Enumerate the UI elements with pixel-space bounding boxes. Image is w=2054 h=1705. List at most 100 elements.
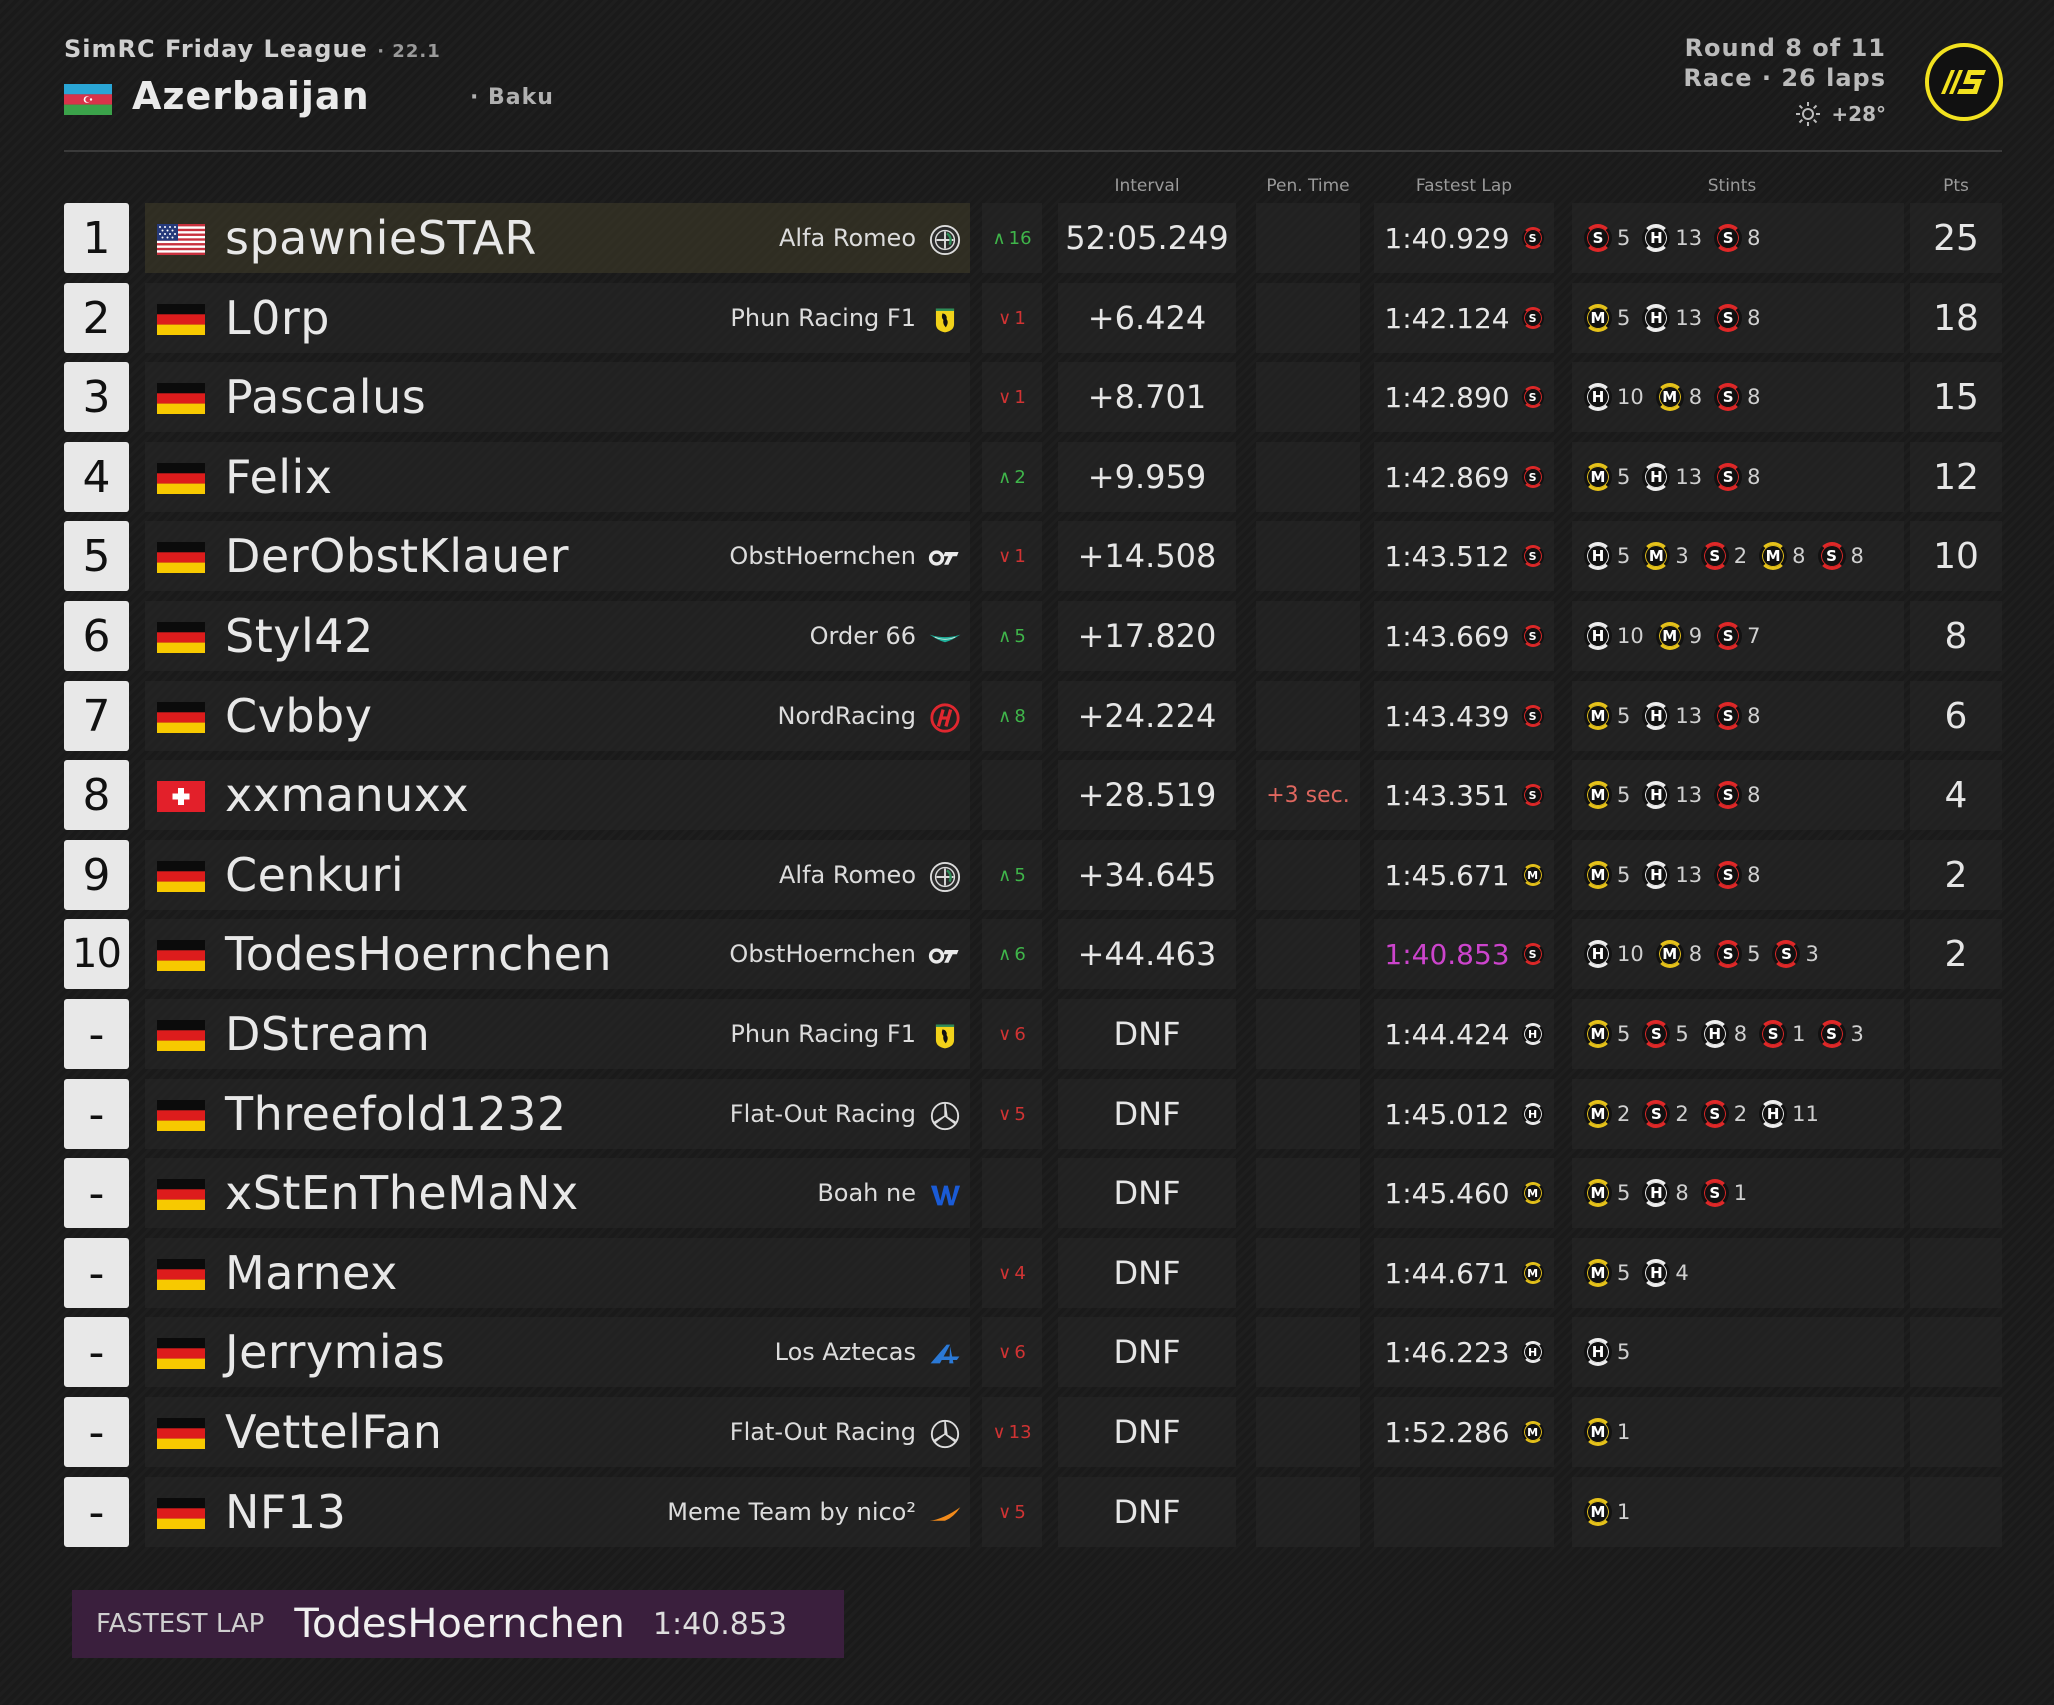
position-badge: - [64,1079,129,1149]
soft-tyre-icon: S [1714,940,1743,968]
soft-tyre-icon: S [1714,702,1743,730]
interval: DNF [1058,1397,1236,1467]
stint-laps: 5 [1747,942,1761,966]
arrow-down-icon: ∨ [998,386,1012,408]
arrow-down-icon: ∨ [998,1341,1012,1363]
stint-laps: 1 [1792,1022,1806,1046]
position-badge: 4 [64,442,129,512]
position-badge: 6 [64,601,129,671]
stint-laps: 10 [1617,624,1644,648]
stint: H 13 [1642,861,1702,889]
soft-tyre-icon: S [1772,940,1801,968]
soft-tyre-icon: S [1521,545,1544,567]
points [1910,1477,2002,1547]
penalty-time [1256,1079,1360,1149]
fastest-lap-cell: 1:42.869 S [1374,442,1554,512]
driver-cell: NF13 Meme Team by nico² [145,1477,970,1547]
driver-name: NF13 [225,1485,347,1539]
table-row: 10 TodesHoernchen ObstHoernchen ∧ 6 +44.463 1:… [0,919,2054,989]
soft-tyre-icon: S [1817,1020,1846,1048]
stint-laps: 1 [1617,1420,1631,1444]
interval: +34.645 [1058,840,1236,910]
interval: DNF [1058,999,1236,1069]
hard-tyre-icon: H [1521,1341,1544,1363]
interval: 52:05.249 [1058,203,1236,273]
flag-us-icon [157,224,205,255]
medium-tyre-icon: M [1521,1421,1544,1443]
stint-laps: 2 [1675,1102,1689,1126]
table-row: - Jerrymias Los Aztecas ∨ 6 DNF 1:46.223 H H 5 [0,1317,2054,1387]
stint-laps: 13 [1675,226,1703,250]
medium-tyre-icon: M [1584,1418,1612,1446]
fastest-lap-time: 1:45.012 [1384,1097,1510,1131]
stint: H 13 [1642,781,1702,809]
driver-cell: DStream Phun Racing F1 [145,999,970,1069]
col-pts: Pts [1943,176,1969,196]
stints-cell: M 5 H 13 S 8 [1572,760,1904,830]
position-change-value: 1 [1014,307,1026,329]
points [1910,1397,2002,1467]
driver-cell: Threefold1232 Flat-Out Racing [145,1079,970,1149]
stints-cell: M 5 H 13 S 8 [1572,442,1904,512]
hard-tyre-icon: H [1642,463,1671,491]
fastest-lap-driver: TodesHoernchen [294,1601,625,1647]
driver-cell: Felix [145,442,970,512]
col-fastest-lap: Fastest Lap [1415,176,1513,196]
flag-de-icon [157,1418,205,1449]
interval: +44.463 [1058,919,1236,989]
position-change-value: 5 [1014,1103,1026,1125]
hard-tyre-icon: H [1584,1338,1612,1366]
weather: +28° [1795,101,1886,127]
soft-tyre-icon: S [1642,1100,1671,1128]
arrow-up-icon: ∧ [998,625,1012,647]
arrow-down-icon: ∨ [998,307,1012,329]
driver-name: Felix [225,450,333,504]
medium-tyre-icon: M [1642,542,1671,570]
williams-icon [928,1178,962,1212]
stint-laps: 8 [1733,1022,1748,1046]
stint-laps: 7 [1747,624,1761,648]
medium-tyre-icon: M [1584,861,1612,889]
soft-tyre-icon: S [1700,1179,1729,1207]
soft-tyre-icon: S [1714,622,1743,650]
hard-tyre-icon: H [1642,1259,1671,1287]
soft-tyre-icon: S [1700,1100,1729,1128]
position-badge: - [64,1477,129,1547]
stint-laps: 5 [1617,1340,1631,1364]
soft-tyre-icon: S [1521,466,1544,488]
flag-de-icon [157,1259,205,1290]
stint-laps: 8 [1792,544,1806,568]
soft-tyre-icon: S [1759,1020,1788,1048]
table-row: - xStEnTheMaNx Boah ne DNF 1:45.460 M M 5 H 8 S 1 [0,1158,2054,1228]
league-version: · 22.1 [377,41,441,62]
stint: H 13 [1642,463,1702,491]
interval: +28.519 [1058,760,1236,830]
position-change-value: 4 [1014,1262,1026,1284]
stint-laps: 3 [1805,942,1819,966]
soft-tyre-icon: S [1714,383,1743,411]
fastest-lap-cell: 1:40.929 S [1374,203,1554,273]
fastest-lap-cell: 1:43.351 S [1374,760,1554,830]
position-badge: 8 [64,760,129,830]
position-badge: 5 [64,521,129,591]
alphatauri-icon [928,939,962,973]
fastest-lap-time: 1:43.439 [1384,699,1510,733]
fastest-lap-time: 1:42.124 [1384,301,1510,335]
position-change-value: 1 [1014,545,1026,567]
points: 18 [1910,283,2002,353]
table-row: 8 xxmanuxx +28.519 +3 sec. 1:43.351 S M 5 H 13 S 8 4 [0,760,2054,830]
interval: DNF [1058,1079,1236,1149]
table-row: 5 DerObstKlauer ObstHoernchen ∨ 1 +14.508 1:43… [0,521,2054,591]
stint-laps: 13 [1675,783,1703,807]
